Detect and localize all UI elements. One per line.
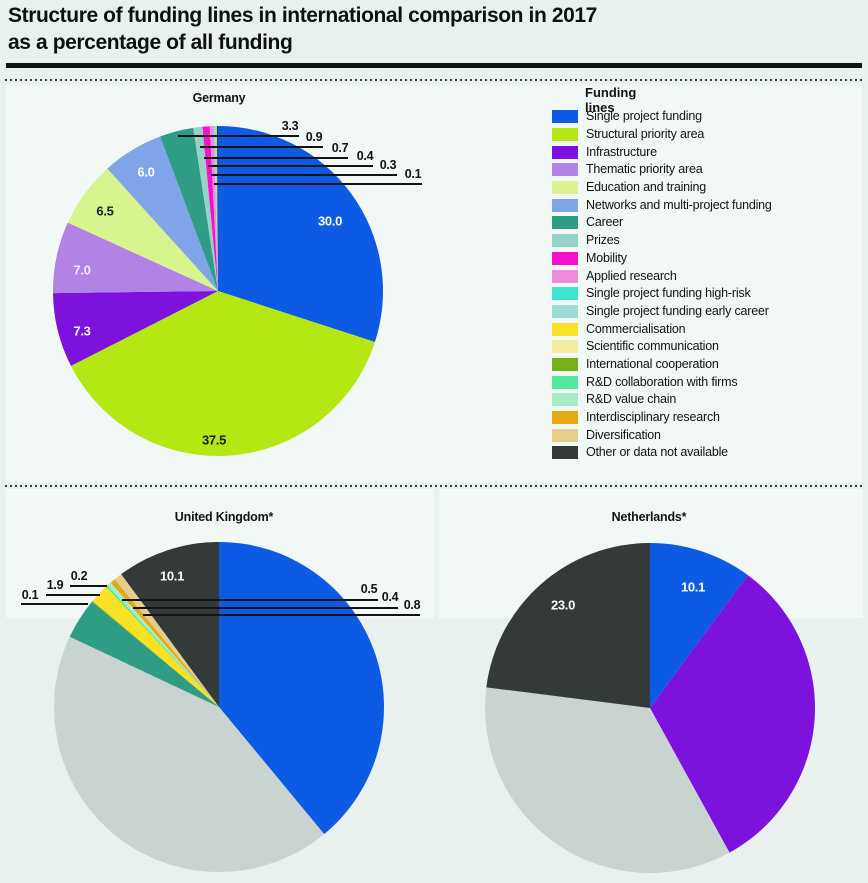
legend-item-interdisciplinary: Interdisciplinary research [552,409,772,427]
pie-slice-networks [107,136,218,291]
legend-item-infrastructure: Infrastructure [552,143,772,161]
legend-item-early_career: Single project funding early career [552,303,772,321]
legend-item-networks: Networks and multi-project funding [552,196,772,214]
legend-swatch-career [552,216,578,230]
legend-label: Infrastructure [586,144,657,159]
legend-label: R&D value chain [586,392,677,407]
legend-item-prizes: Prizes [552,232,772,250]
legend-item-rd_value: R&D value chain [552,391,772,409]
legend-swatch-rd_collab [552,375,578,389]
legend-swatch-commercialisation [552,322,578,336]
legend-swatch-intl_coop [552,357,578,371]
pie-slice-other [486,543,650,708]
pie-slice-structural [70,291,375,456]
legend-swatch-sci_comm [552,340,578,354]
legend-swatch-prizes [552,234,578,248]
legend-rows: Single project funding Structural priorit… [552,108,772,462]
pie-slice-infrastructure [53,291,218,366]
legend-label: Interdisciplinary research [586,410,720,425]
legend-item-commercialisation: Commercialisation [552,320,772,338]
page-title-line1: Structure of funding lines in internatio… [8,4,597,27]
chart-title-germany: Germany [192,91,246,105]
legend-label: Single project funding early career [586,303,769,318]
netherlands-pie-chart [485,543,815,873]
legend-item-thematic: Thematic priority area [552,161,772,179]
pie-slice-thematic [53,222,218,294]
legend-swatch-other [552,446,578,460]
legend-label: R&D collaboration with firms [586,374,738,389]
page-title-line2: as a percentage of all funding [8,31,293,54]
legend-item-structural: Structural priority area [552,126,772,144]
legend-swatch-networks [552,198,578,212]
legend-label: Mobility [586,250,627,265]
legend-swatch-single_project [552,110,578,124]
legend-label: Structural priority area [586,127,705,142]
legend-swatch-rd_value [552,393,578,407]
legend-label: Diversification [586,427,661,442]
legend-label: Education and training [586,180,706,195]
legend-item-applied: Applied research [552,267,772,285]
pie-slice-applied [209,126,218,291]
legend-label: Scientific communication [586,339,719,354]
legend-item-career: Career [552,214,772,232]
legend-label: International cooperation [586,356,719,371]
legend-swatch-infrastructure [552,145,578,159]
legend-swatch-diversification [552,428,578,442]
united-kingdom-pie-chart [53,542,385,872]
pie-slice-single_project [218,126,383,342]
pie-slice-prizes [193,126,218,292]
legend-item-education: Education and training [552,179,772,197]
legend-title: Funding lines [585,85,637,115]
page-title: Structure of funding lines in internatio… [8,2,848,56]
legend-swatch-early_career [552,304,578,318]
legend-swatch-high_risk [552,287,578,301]
dotted-separator-middle [5,485,863,487]
legend-item-other: Other or data not available [552,444,772,462]
legend-swatch-structural [552,128,578,142]
legend-label: Single project funding high-risk [586,286,751,301]
legend-item-high_risk: Single project funding high-risk [552,285,772,303]
legend-swatch-mobility [552,251,578,265]
legend-label: Networks and multi-project funding [586,197,772,212]
title-rule [6,63,862,68]
legend-label: Prizes [586,233,620,248]
legend-item-sci_comm: Scientific communication [552,338,772,356]
legend-swatch-interdisciplinary [552,411,578,425]
dotted-separator-top [5,79,863,81]
pie-slice-mobility [202,126,218,291]
legend-swatch-education [552,181,578,195]
infographic-page: { "page": { "title_line1": "Structure of… [5,2,863,873]
legend-item-mobility: Mobility [552,250,772,268]
legend-item-rd_collab: R&D collaboration with firms [552,373,772,391]
legend-item-intl_coop: International cooperation [552,356,772,374]
pie-slice-career [160,127,218,291]
legend-item-diversification: Diversification [552,426,772,444]
chart-title-united-kingdom: United Kingdom* [174,510,274,524]
legend-label: Applied research [586,268,677,283]
legend-label: Career [586,215,624,230]
legend-swatch-applied [552,269,578,283]
legend-label: Commercialisation [586,321,686,336]
legend-label: Other or data not available [586,445,728,460]
legend-label: Thematic priority area [586,162,703,177]
pie-slice-other [216,126,218,291]
legend-item-single_project: Single project funding [552,108,772,126]
legend-swatch-thematic [552,163,578,177]
germany-pie-chart [53,126,383,456]
pie-slice-education [67,168,218,291]
pie-slice-early_career [213,126,218,291]
legend-label: Single project funding [586,109,702,124]
chart-title-netherlands: Netherlands* [611,510,687,524]
